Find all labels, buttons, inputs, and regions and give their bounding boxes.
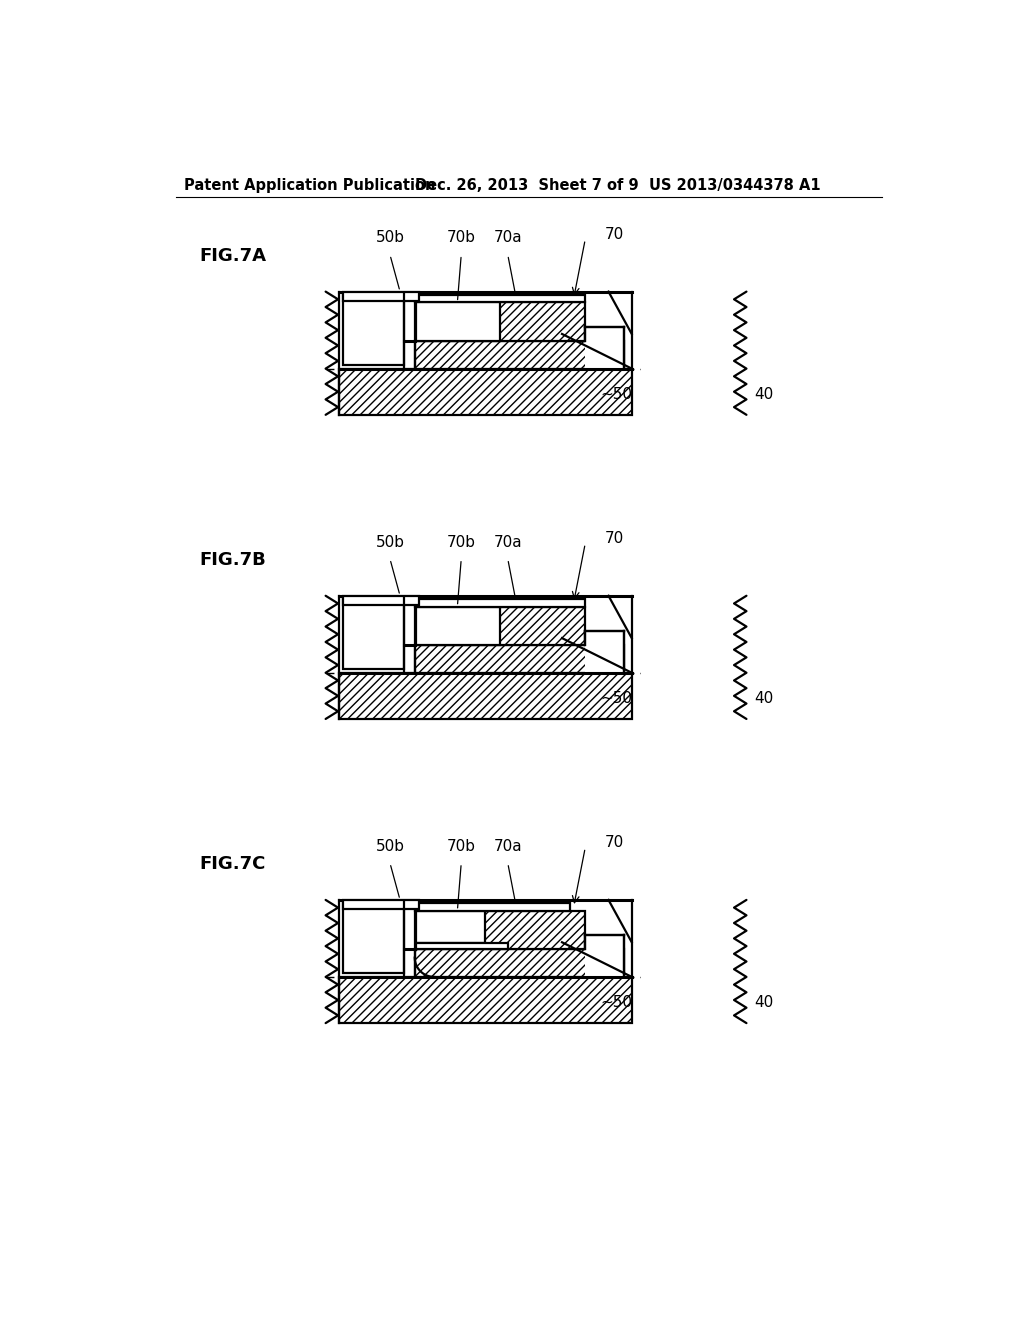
Bar <box>343 597 403 669</box>
Text: 50b: 50b <box>376 535 404 549</box>
Bar <box>417 607 500 645</box>
Bar <box>415 294 586 302</box>
Text: 70: 70 <box>604 531 624 546</box>
Text: 70a: 70a <box>494 231 522 246</box>
Text: FIG.7A: FIG.7A <box>200 247 266 265</box>
Text: Dec. 26, 2013  Sheet 7 of 9: Dec. 26, 2013 Sheet 7 of 9 <box>415 178 638 193</box>
Text: ~50: ~50 <box>601 995 633 1010</box>
Bar <box>417 302 500 341</box>
Bar <box>586 631 624 673</box>
Bar <box>415 607 586 645</box>
Text: 50a: 50a <box>349 929 378 945</box>
Text: 70: 70 <box>604 836 624 850</box>
Bar <box>586 936 624 977</box>
Bar <box>415 949 624 977</box>
Bar <box>415 341 624 368</box>
Text: 70b: 70b <box>446 838 476 854</box>
Bar <box>343 292 419 301</box>
Text: FIG.7B: FIG.7B <box>200 552 266 569</box>
Text: ~50: ~50 <box>601 387 633 401</box>
Bar <box>343 595 419 605</box>
Bar <box>343 293 403 364</box>
Text: 50a: 50a <box>349 626 378 640</box>
Text: Patent Application Publication: Patent Application Publication <box>183 178 435 193</box>
Bar <box>415 903 569 911</box>
Text: 40: 40 <box>755 995 773 1010</box>
Bar <box>417 911 484 942</box>
Bar <box>343 902 403 973</box>
Bar <box>415 911 586 949</box>
Text: FIG.7C: FIG.7C <box>200 855 265 874</box>
Text: 50a: 50a <box>349 322 378 337</box>
Bar <box>415 302 586 341</box>
Bar <box>339 673 632 719</box>
Text: 40: 40 <box>755 387 773 401</box>
Bar <box>415 645 624 673</box>
Bar <box>339 977 632 1023</box>
Bar <box>417 942 508 949</box>
Bar <box>343 900 419 909</box>
Text: 70b: 70b <box>446 231 476 246</box>
Text: ~50: ~50 <box>601 690 633 706</box>
Text: 50b: 50b <box>376 231 404 246</box>
Bar <box>415 599 586 607</box>
Text: 70a: 70a <box>494 535 522 549</box>
Text: 50b: 50b <box>376 838 404 854</box>
Bar <box>586 327 624 368</box>
Bar <box>339 368 632 414</box>
Text: US 2013/0344378 A1: US 2013/0344378 A1 <box>649 178 820 193</box>
Text: 70b: 70b <box>446 535 476 549</box>
Text: 70: 70 <box>604 227 624 242</box>
Text: 70a: 70a <box>494 838 522 854</box>
Text: 40: 40 <box>755 690 773 706</box>
